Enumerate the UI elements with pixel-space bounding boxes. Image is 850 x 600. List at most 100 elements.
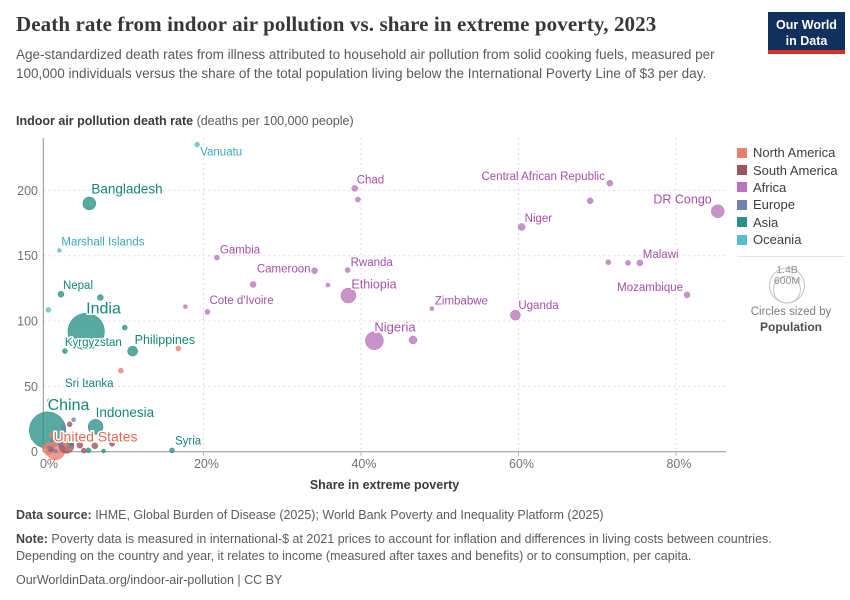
legend-swatch (737, 165, 747, 176)
legend-item-north-america[interactable]: North America (737, 144, 849, 161)
data-point[interactable] (107, 438, 114, 444)
data-point[interactable] (73, 431, 79, 437)
data-point[interactable] (408, 335, 418, 345)
legend-swatch (737, 147, 747, 158)
legend-item-asia[interactable]: Asia (737, 214, 849, 231)
data-point[interactable] (355, 196, 361, 203)
data-point[interactable] (118, 367, 124, 374)
data-point-bangladesh[interactable] (82, 196, 97, 211)
citation-line: OurWorldinData.org/indoor-air-pollution … (16, 572, 828, 589)
legend-item-south-america[interactable]: South America (737, 161, 849, 178)
data-point-philippines[interactable] (127, 345, 138, 357)
y-tick-label: 100 (17, 315, 38, 329)
data-point[interactable] (101, 448, 106, 454)
data-point[interactable] (53, 448, 58, 454)
legend-item-africa[interactable]: Africa (737, 179, 849, 196)
data-point[interactable] (325, 282, 331, 288)
owid-logo[interactable]: Our World in Data (768, 12, 845, 54)
size-legend-small-circle (773, 275, 801, 304)
data-point-india[interactable] (67, 312, 105, 351)
legend-item-oceania[interactable]: Oceania (737, 231, 849, 248)
data-point[interactable] (63, 442, 68, 447)
data-point[interactable] (183, 304, 188, 309)
data-point[interactable] (100, 430, 107, 437)
legend-divider (737, 256, 845, 257)
data-source-label: Data source: (16, 508, 92, 522)
y-tick-label: 50 (24, 380, 38, 394)
size-legend-caption-bold: Population (760, 320, 822, 334)
country-label: Cameroon (257, 264, 311, 276)
data-point[interactable] (46, 398, 52, 403)
data-point[interactable] (45, 307, 52, 313)
country-label: Gambia (220, 245, 261, 257)
data-point-indonesia[interactable] (87, 419, 104, 435)
data-point-cameroon[interactable] (311, 267, 318, 274)
data-point-vanuatu[interactable] (194, 141, 200, 148)
x-axis-title: Share in extreme poverty (309, 478, 460, 492)
data-point-sri-lanka[interactable] (84, 380, 90, 386)
country-label: Zimbabwe (435, 296, 488, 308)
data-point[interactable] (62, 432, 68, 438)
data-point-nigeria[interactable] (365, 331, 384, 350)
country-label: Nepal (63, 280, 93, 292)
legend-label: Oceania (753, 232, 802, 248)
data-point[interactable] (625, 260, 631, 266)
data-point[interactable] (76, 441, 84, 449)
country-label: Malawi (643, 249, 679, 261)
data-point[interactable] (97, 294, 104, 301)
data-point[interactable] (586, 197, 594, 205)
data-point-kyrgyzstan[interactable] (62, 348, 68, 354)
data-point[interactable] (57, 441, 63, 447)
chart-footer: Data source: IHME, Global Burden of Dise… (16, 507, 828, 596)
data-point[interactable] (48, 432, 53, 437)
legend-swatch (737, 199, 747, 210)
data-point-ethiopia[interactable] (340, 287, 357, 304)
data-point-syria[interactable] (169, 447, 175, 454)
size-legend-caption: Circles sized by (750, 306, 832, 318)
scatter-plot-canvas: 0 50 100 150 200 0% 20% 40% 60% 80% India China Unit… (17, 138, 726, 471)
data-point[interactable] (91, 442, 99, 450)
data-point[interactable] (122, 324, 128, 331)
chart-url-link[interactable]: OurWorldinData.org/indoor-air-pollution … (16, 572, 283, 587)
data-point[interactable] (605, 259, 612, 265)
data-point-cote-d-ivoire[interactable] (204, 309, 211, 315)
country-label: Central African Republic (481, 171, 605, 183)
data-point[interactable] (68, 441, 74, 447)
x-tick-label: 60% (509, 457, 534, 471)
data-point-malawi[interactable] (636, 259, 644, 267)
data-source-line: Data source: IHME, Global Burden of Dise… (16, 507, 828, 524)
data-point-zimbabwe[interactable] (429, 306, 435, 311)
size-legend-small-value: 600M (774, 275, 800, 287)
data-point-nepal[interactable] (57, 290, 65, 298)
data-point[interactable] (46, 445, 52, 451)
data-point-central-african-republic[interactable] (606, 179, 614, 187)
data-point-mozambique[interactable] (683, 291, 691, 299)
data-point[interactable] (50, 437, 55, 443)
data-point[interactable] (71, 417, 76, 422)
data-point-marshall-islands[interactable] (57, 248, 62, 253)
y-tick-label: 150 (17, 249, 38, 263)
x-tick-label: 20% (194, 457, 219, 471)
legend-item-europe[interactable]: Europe (737, 196, 849, 213)
data-point[interactable] (81, 447, 87, 454)
data-point-rwanda[interactable] (344, 267, 351, 273)
data-point-niger[interactable] (517, 223, 526, 231)
note-text: Poverty data is measured in internationa… (16, 531, 772, 563)
data-point[interactable] (85, 447, 92, 454)
chart-subtitle: Age-standardized death rates from illnes… (16, 47, 715, 81)
data-point[interactable] (175, 345, 182, 352)
data-source-text: IHME, Global Burden of Disease (2025); W… (91, 508, 604, 522)
country-label: Nigeria (374, 320, 416, 335)
data-point[interactable] (60, 424, 67, 431)
country-label: Rwanda (351, 257, 394, 269)
owid-logo-line1: Our World (776, 18, 837, 32)
y-tick-label: 0 (31, 445, 38, 459)
data-point[interactable] (66, 421, 73, 428)
data-point-uganda[interactable] (510, 309, 521, 321)
data-point-chad[interactable] (351, 185, 358, 192)
legend-swatch (737, 234, 747, 245)
country-label: Philippines (135, 333, 195, 347)
data-point-gambia[interactable] (214, 254, 220, 261)
data-point-dr-congo[interactable] (710, 204, 725, 219)
data-point[interactable] (249, 281, 257, 288)
